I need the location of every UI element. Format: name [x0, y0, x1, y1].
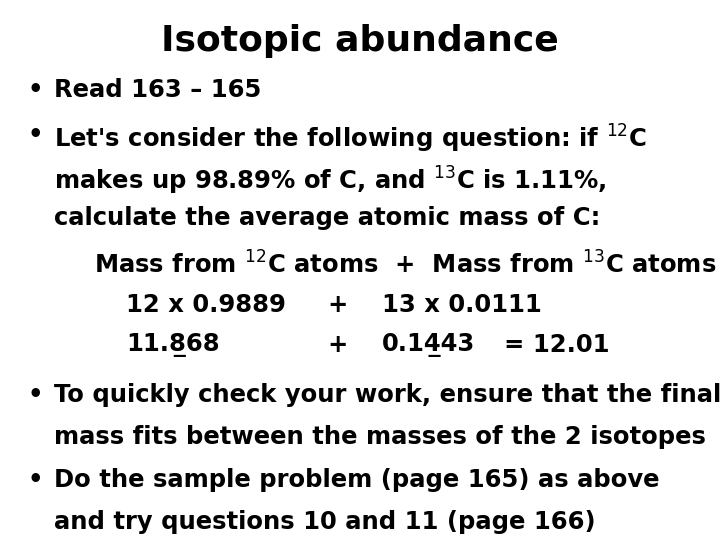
Text: Mass from $^{12}$C atoms  +  Mass from $^{13}$C atoms: Mass from $^{12}$C atoms + Mass from $^{…	[94, 251, 716, 278]
Text: 12 x 0.9889: 12 x 0.9889	[126, 293, 286, 316]
Text: = 12.01: = 12.01	[504, 333, 610, 357]
Text: •: •	[27, 123, 43, 147]
Text: calculate the average atomic mass of C:: calculate the average atomic mass of C:	[54, 206, 600, 230]
Text: Isotopic abundance: Isotopic abundance	[161, 24, 559, 58]
Text: Let's consider the following question: if $^{12}$C: Let's consider the following question: i…	[54, 123, 647, 156]
Text: mass fits between the masses of the 2 isotopes: mass fits between the masses of the 2 is…	[54, 425, 706, 449]
Text: +: +	[328, 293, 348, 316]
Text: and try questions 10 and 11 (page 166): and try questions 10 and 11 (page 166)	[54, 510, 595, 534]
Text: +: +	[328, 333, 348, 357]
Text: Do the sample problem (page 165) as above: Do the sample problem (page 165) as abov…	[54, 468, 660, 492]
Text: 0.14̲43: 0.14̲43	[382, 333, 475, 357]
Text: •: •	[27, 468, 43, 492]
Text: makes up 98.89% of C, and $^{13}$C is 1.11%,: makes up 98.89% of C, and $^{13}$C is 1.…	[54, 165, 607, 197]
Text: 13 x 0.0111: 13 x 0.0111	[382, 293, 541, 316]
Text: 11.8̲68: 11.8̲68	[126, 333, 220, 357]
Text: •: •	[27, 383, 43, 407]
Text: Read 163 – 165: Read 163 – 165	[54, 78, 261, 102]
Text: •: •	[27, 78, 43, 102]
Text: To quickly check your work, ensure that the final: To quickly check your work, ensure that …	[54, 383, 720, 407]
